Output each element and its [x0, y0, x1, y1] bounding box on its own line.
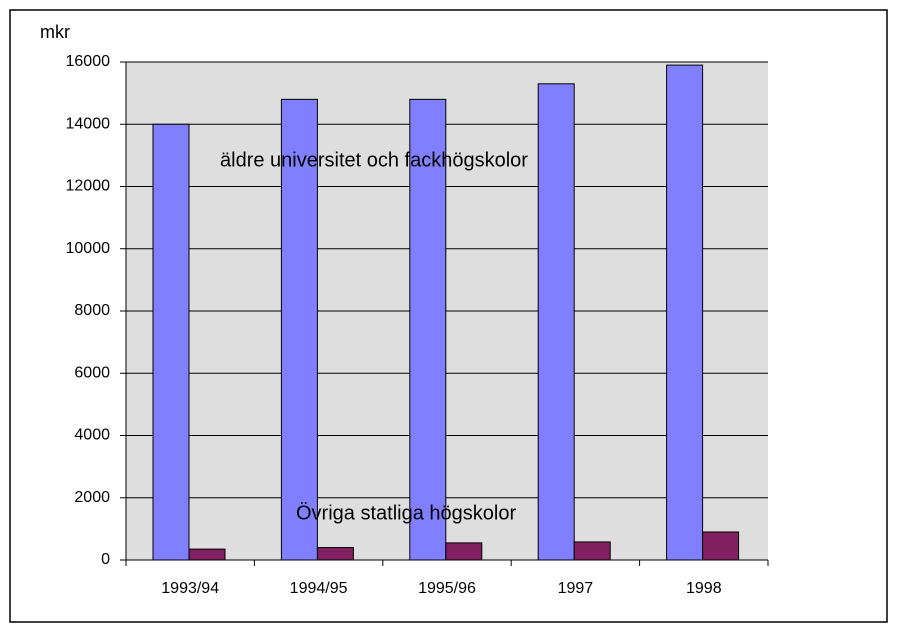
y-tick-label: 2000 — [74, 489, 110, 506]
bar — [316, 547, 354, 561]
bar — [702, 531, 740, 561]
y-tick-label: 16000 — [66, 53, 111, 70]
bar — [152, 123, 190, 561]
y-tick-label: 10000 — [66, 240, 111, 257]
bar — [445, 542, 483, 561]
y-tick-label: 12000 — [66, 178, 111, 195]
x-tick-label: 1998 — [686, 580, 722, 597]
x-tick-label: 1995/96 — [418, 580, 476, 597]
x-tick-label: 1994/95 — [290, 580, 348, 597]
x-tick-label: 1997 — [558, 580, 594, 597]
x-tick-label: 1993/94 — [161, 580, 219, 597]
y-axis-label: mkr — [40, 22, 70, 42]
y-tick-label: 4000 — [74, 427, 110, 444]
y-tick-label: 6000 — [74, 364, 110, 381]
bar — [537, 83, 575, 561]
y-tick-label: 0 — [101, 551, 110, 568]
bar — [188, 548, 226, 561]
series-label: Övriga statliga högskolor — [296, 502, 516, 524]
y-tick-label: 8000 — [74, 302, 110, 319]
y-tick-label: 14000 — [66, 115, 111, 132]
bar — [573, 541, 611, 561]
bar — [666, 64, 704, 561]
series-label: äldre universitet och fackhögskolor — [220, 149, 528, 171]
